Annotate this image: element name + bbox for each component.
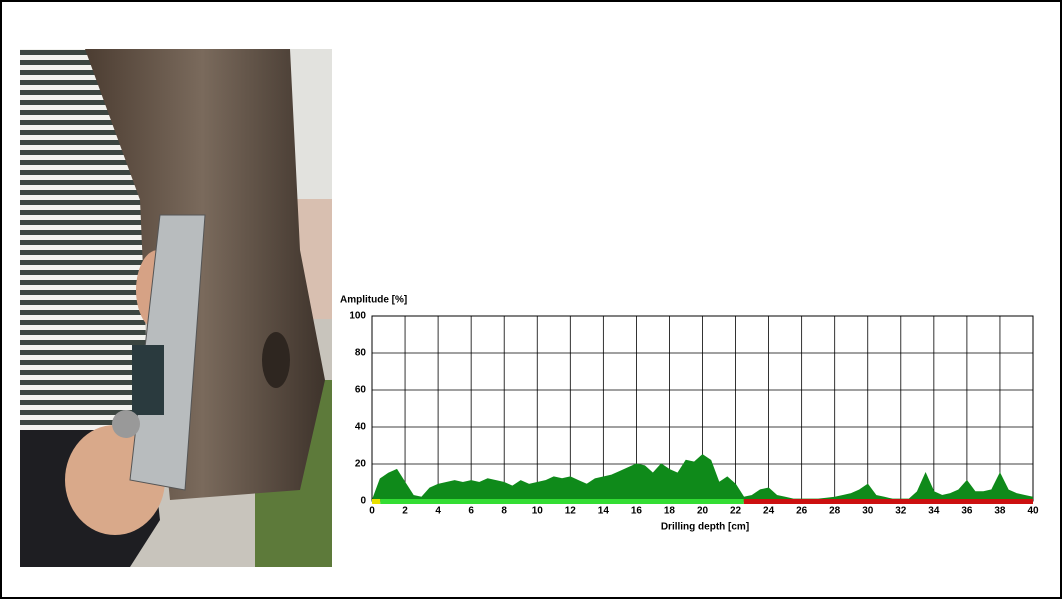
x-tick-label: 36 <box>961 506 973 517</box>
x-tick-label: 28 <box>829 506 841 517</box>
x-tick-label: 20 <box>697 506 709 517</box>
x-tick-label: 6 <box>468 506 474 517</box>
depth-segment <box>380 499 744 504</box>
x-tick-label: 0 <box>369 506 375 517</box>
y-tick-label: 40 <box>355 422 367 433</box>
y-tick-label: 100 <box>349 311 366 322</box>
x-tick-label: 14 <box>598 506 610 517</box>
x-tick-label: 10 <box>532 506 544 517</box>
x-tick-label: 4 <box>435 506 441 517</box>
x-tick-label: 12 <box>565 506 577 517</box>
area-fill <box>372 454 1033 501</box>
x-tick-label: 22 <box>730 506 742 517</box>
y-axis-title: Amplitude [%] <box>340 295 407 306</box>
x-tick-label: 8 <box>501 506 507 517</box>
x-tick-label: 38 <box>994 506 1006 517</box>
x-tick-label: 30 <box>862 506 874 517</box>
x-tick-label: 34 <box>928 506 940 517</box>
y-tick-label: 0 <box>360 496 366 507</box>
x-axis-title: Drilling depth [cm] <box>661 522 749 533</box>
x-tick-label: 26 <box>796 506 808 517</box>
y-tick-label: 20 <box>355 459 367 470</box>
x-tick-label: 40 <box>1027 506 1039 517</box>
y-tick-label: 80 <box>355 348 367 359</box>
photo <box>20 49 332 567</box>
area-line <box>371 454 1034 502</box>
x-tick-label: 32 <box>895 506 907 517</box>
x-tick-label: 18 <box>664 506 676 517</box>
x-tick-label: 16 <box>631 506 643 517</box>
depth-segment <box>743 499 1033 504</box>
y-tick-label: 60 <box>355 385 367 396</box>
x-tick-label: 2 <box>402 506 408 517</box>
depth-segment <box>372 499 381 504</box>
x-tick-label: 24 <box>763 506 775 517</box>
